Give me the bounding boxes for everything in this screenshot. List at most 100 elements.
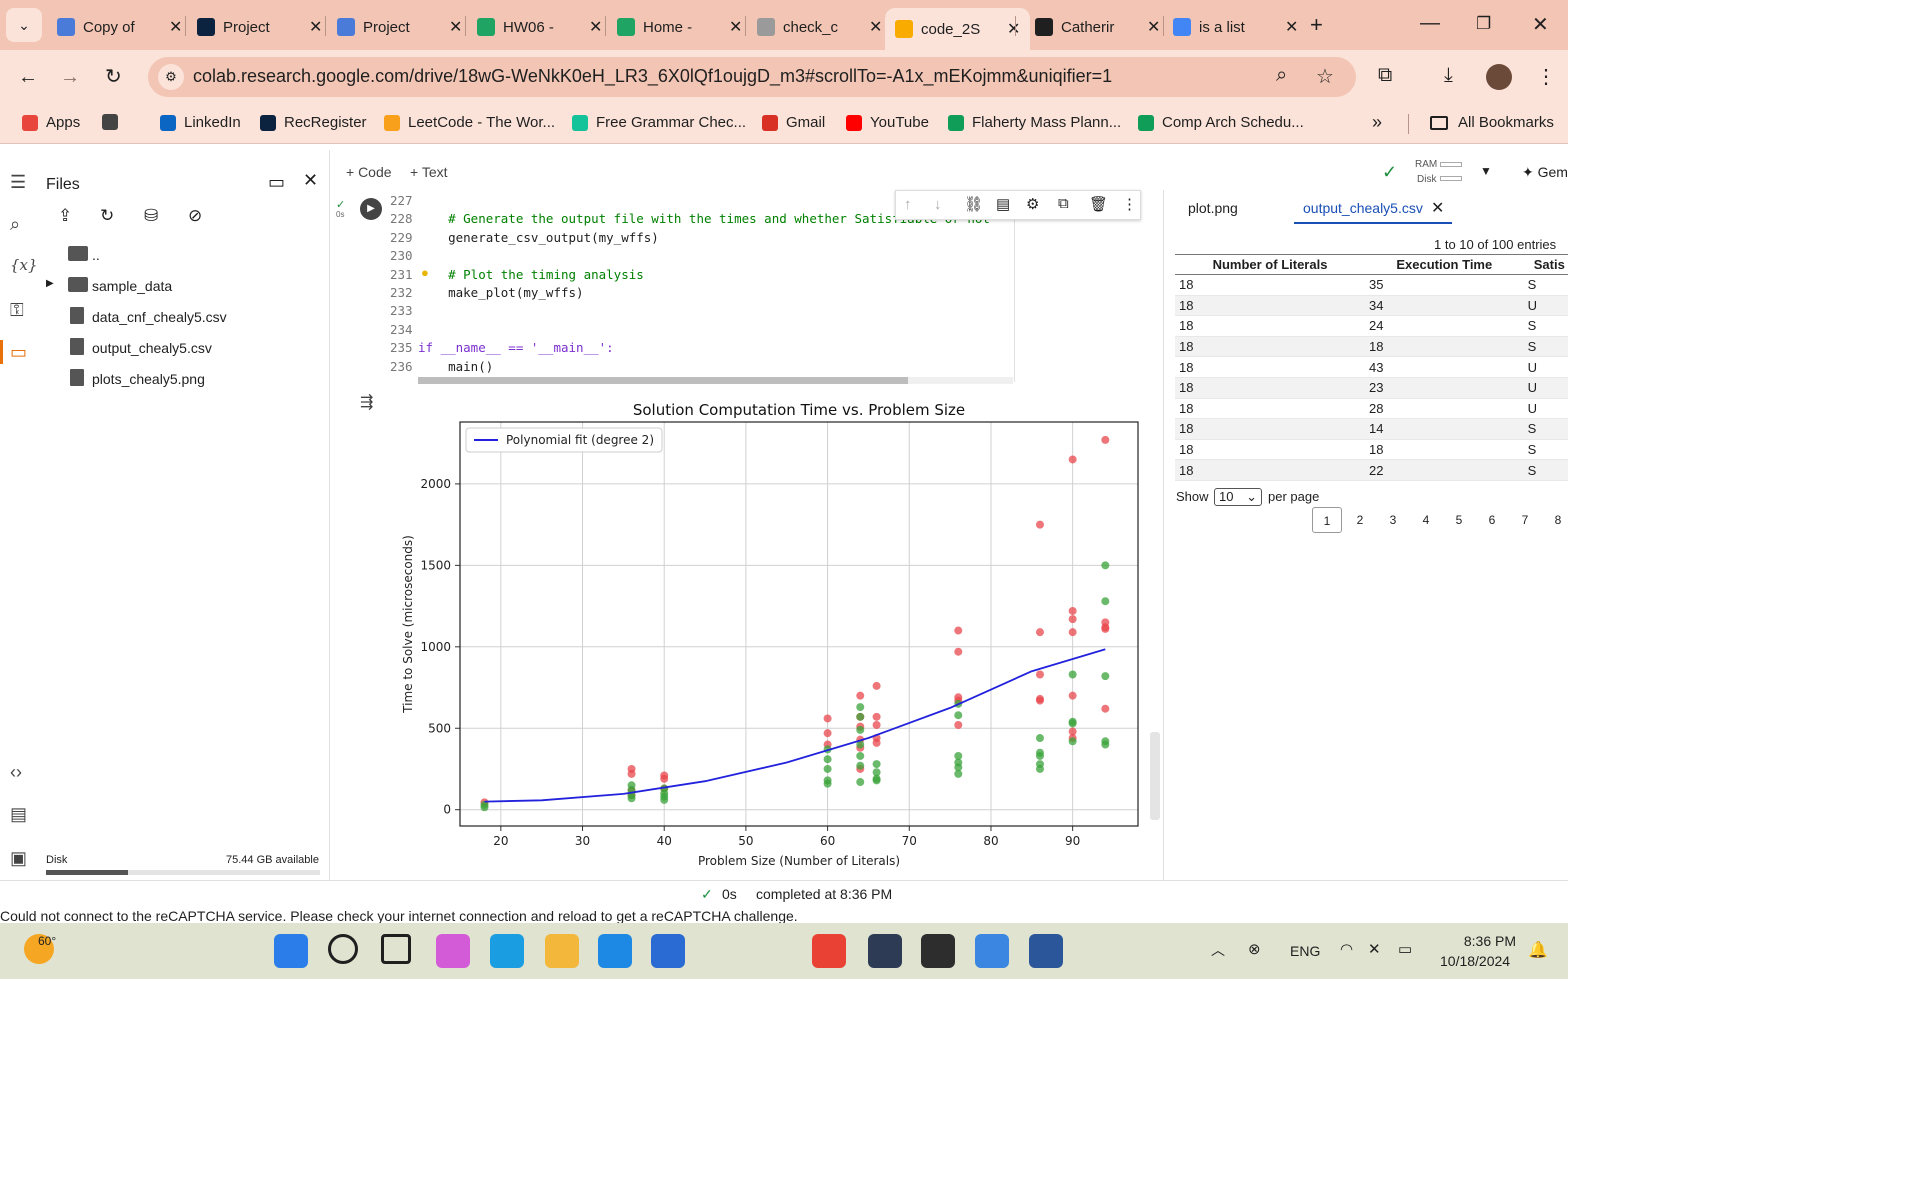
csv-header[interactable]: Number of Literals — [1175, 254, 1366, 275]
hide-files-icon[interactable]: ⊘ — [188, 206, 203, 225]
close-tab-icon[interactable]: ✕ — [1285, 19, 1299, 36]
tab-output-csv[interactable]: output_chealy5.csv — [1303, 200, 1423, 216]
battery-icon[interactable]: ▭ — [1398, 941, 1413, 958]
secrets-key-icon[interactable]: ⚿ — [10, 300, 24, 320]
resources-dropdown-icon[interactable]: ▼ — [1480, 164, 1492, 178]
mirror-cell-icon[interactable]: ⧉ — [1058, 195, 1069, 212]
csv-header[interactable]: Satis — [1523, 254, 1568, 275]
code-line[interactable]: if __name__ == '__main__': — [418, 340, 614, 356]
close-panel-icon[interactable]: ✕ — [303, 170, 319, 190]
table-of-contents-icon[interactable]: ☰ — [10, 172, 27, 192]
run-cell-button[interactable]: ▶ — [360, 198, 382, 220]
close-tab-icon[interactable]: ✕ — [589, 19, 603, 36]
new-tab-button[interactable]: + — [1310, 12, 1323, 37]
code-snippets-icon[interactable]: ‹› — [10, 762, 22, 782]
move-up-icon[interactable]: ↑ — [904, 196, 912, 213]
bookmark-item[interactable]: LinkedIn — [160, 114, 241, 131]
bookmark-item[interactable]: Free Grammar Chec... — [572, 114, 746, 131]
edge-icon[interactable] — [490, 934, 524, 968]
tab-search-button[interactable]: ⌄ — [6, 8, 42, 42]
bookmark-item[interactable]: Apps — [22, 114, 80, 131]
close-tab-icon[interactable]: ✕ — [869, 19, 883, 36]
command-palette-icon[interactable]: ▤ — [10, 804, 28, 824]
forward-button[interactable]: → — [60, 66, 80, 88]
network-warning-icon[interactable]: ⊗ — [1248, 941, 1261, 958]
chrome-icon[interactable] — [812, 934, 846, 968]
language-indicator[interactable]: ENG — [1290, 943, 1321, 959]
file-item[interactable]: .. — [92, 247, 100, 263]
word-icon[interactable] — [1029, 934, 1063, 968]
add-text-button[interactable]: + Text — [410, 164, 448, 180]
bookmark-item[interactable]: Gmail — [762, 114, 825, 131]
copilot-icon[interactable] — [436, 934, 470, 968]
close-tab-icon[interactable]: ✕ — [1147, 19, 1161, 36]
powershell-icon[interactable] — [651, 934, 685, 968]
more-bookmarks-button[interactable]: » — [1372, 112, 1383, 132]
page-button[interactable]: 2 — [1356, 513, 1364, 527]
site-info-icon[interactable]: ⚙ — [158, 64, 184, 90]
close-tab-icon[interactable]: ✕ — [1007, 21, 1021, 38]
code-line[interactable]: # Plot the timing analysis — [418, 266, 644, 282]
browser-tab[interactable]: code_2S ✕ — [885, 8, 1031, 50]
wifi-icon[interactable]: ◠ — [1340, 941, 1354, 958]
weather-icon[interactable] — [24, 934, 54, 964]
windows-start-icon[interactable] — [274, 934, 308, 968]
delete-icon[interactable]: 🗑 — [1089, 196, 1109, 213]
page-button[interactable]: 4 — [1422, 513, 1430, 527]
tab-plot-png[interactable]: plot.png — [1188, 200, 1238, 216]
page-button[interactable]: 5 — [1455, 513, 1463, 527]
zoom-icon[interactable]: ⌕ — [1276, 64, 1288, 86]
output-scrollbar[interactable] — [1150, 732, 1160, 820]
terminal-icon[interactable]: ▣ — [10, 848, 28, 868]
terminal-icon[interactable] — [921, 934, 955, 968]
vscode-icon[interactable] — [598, 934, 632, 968]
browser-tab[interactable]: Copy of ✕ — [57, 8, 182, 46]
mount-drive-icon[interactable]: ⛁ — [144, 206, 159, 225]
close-tab-icon[interactable]: ✕ — [309, 19, 323, 36]
close-csv-tab-icon[interactable]: ✕ — [1431, 200, 1445, 217]
output-toggle-icon[interactable]: ⇶ — [360, 394, 374, 411]
per-page-select[interactable]: 10 ⌄ — [1214, 488, 1262, 506]
page-button[interactable]: 7 — [1521, 513, 1529, 527]
file-explorer-icon[interactable] — [545, 934, 579, 968]
file-item[interactable]: output_chealy5.csv — [92, 340, 212, 356]
clock-time[interactable]: 8:36 PM — [1463, 933, 1516, 949]
notifications-bell-icon[interactable]: 🔔 — [1528, 942, 1548, 959]
all-bookmarks-button[interactable]: All Bookmarks — [1430, 114, 1554, 131]
volume-muted-icon[interactable]: ✕ — [1368, 941, 1381, 958]
expand-arrow-icon[interactable]: ▶ — [46, 278, 54, 289]
lightbulb-icon[interactable]: ● — [421, 265, 429, 280]
bookmark-star-icon[interactable]: ☆ — [1316, 66, 1334, 88]
page-button[interactable]: 1 — [1312, 507, 1342, 533]
page-button[interactable]: 6 — [1488, 513, 1496, 527]
minimize-button[interactable]: — — [1420, 12, 1440, 34]
browser-tab[interactable]: Catherir ✕ — [1035, 8, 1160, 46]
menu-kebab-icon[interactable]: ⋮ — [1536, 66, 1556, 88]
bookmark-item[interactable]: Comp Arch Schedu... — [1138, 114, 1304, 131]
search-icon[interactable] — [328, 934, 358, 964]
notepad-icon[interactable] — [975, 934, 1009, 968]
bookmark-item[interactable]: LeetCode - The Wor... — [384, 114, 555, 131]
link-icon[interactable]: ⛓ — [964, 196, 984, 213]
refresh-icon[interactable]: ↻ — [100, 206, 115, 225]
browser-tab[interactable]: is a list ✕ — [1173, 8, 1298, 46]
task-view-icon[interactable] — [381, 934, 411, 964]
bookmark-item[interactable] — [102, 114, 126, 130]
move-down-icon[interactable]: ↓ — [934, 196, 942, 213]
download-icon[interactable]: ⤓ — [1444, 64, 1453, 86]
close-window-button[interactable]: ✕ — [1532, 14, 1549, 36]
browser-tab[interactable]: Project ✕ — [337, 8, 462, 46]
bookmark-item[interactable]: RecRegister — [260, 114, 367, 131]
omnibox[interactable] — [148, 57, 1356, 97]
bookmark-item[interactable]: YouTube — [846, 114, 929, 131]
code-line[interactable]: generate_csv_output(my_wffs) — [418, 229, 659, 245]
file-item[interactable]: data_cnf_chealy5.csv — [92, 309, 227, 325]
clock-app-icon[interactable] — [868, 934, 902, 968]
comment-icon[interactable]: ▤ — [996, 196, 1011, 213]
code-line[interactable]: # Generate the output file with the time… — [418, 211, 990, 227]
url-text[interactable]: colab.research.google.com/drive/18wG-WeN… — [193, 66, 1113, 86]
extensions-icon[interactable]: ⧉ — [1378, 64, 1393, 86]
csv-header[interactable]: Execution Time — [1365, 254, 1524, 275]
page-button[interactable]: 8 — [1554, 513, 1562, 527]
variables-icon[interactable]: {x} — [10, 256, 38, 274]
